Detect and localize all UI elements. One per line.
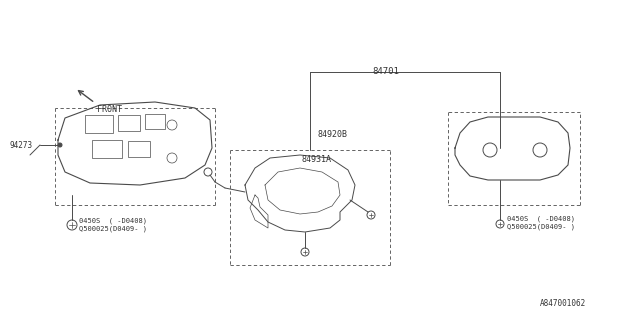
Text: 84701: 84701 (372, 68, 399, 76)
Text: FRONT: FRONT (97, 105, 122, 114)
Bar (92, 140, 122, 158)
Text: 94273: 94273 (10, 140, 33, 149)
Text: 0450S  ( -D0408)
Q500025(D0409- ): 0450S ( -D0408) Q500025(D0409- ) (79, 218, 147, 232)
Bar (128, 141, 150, 157)
Bar (85, 115, 113, 133)
Text: A847001062: A847001062 (540, 299, 586, 308)
Text: 84931A: 84931A (302, 155, 332, 164)
Circle shape (58, 143, 62, 147)
Bar (145, 114, 165, 129)
Bar (118, 115, 140, 131)
Text: 84920B: 84920B (318, 130, 348, 139)
Text: 0450S  ( -D0408)
Q500025(D0409- ): 0450S ( -D0408) Q500025(D0409- ) (507, 216, 575, 230)
